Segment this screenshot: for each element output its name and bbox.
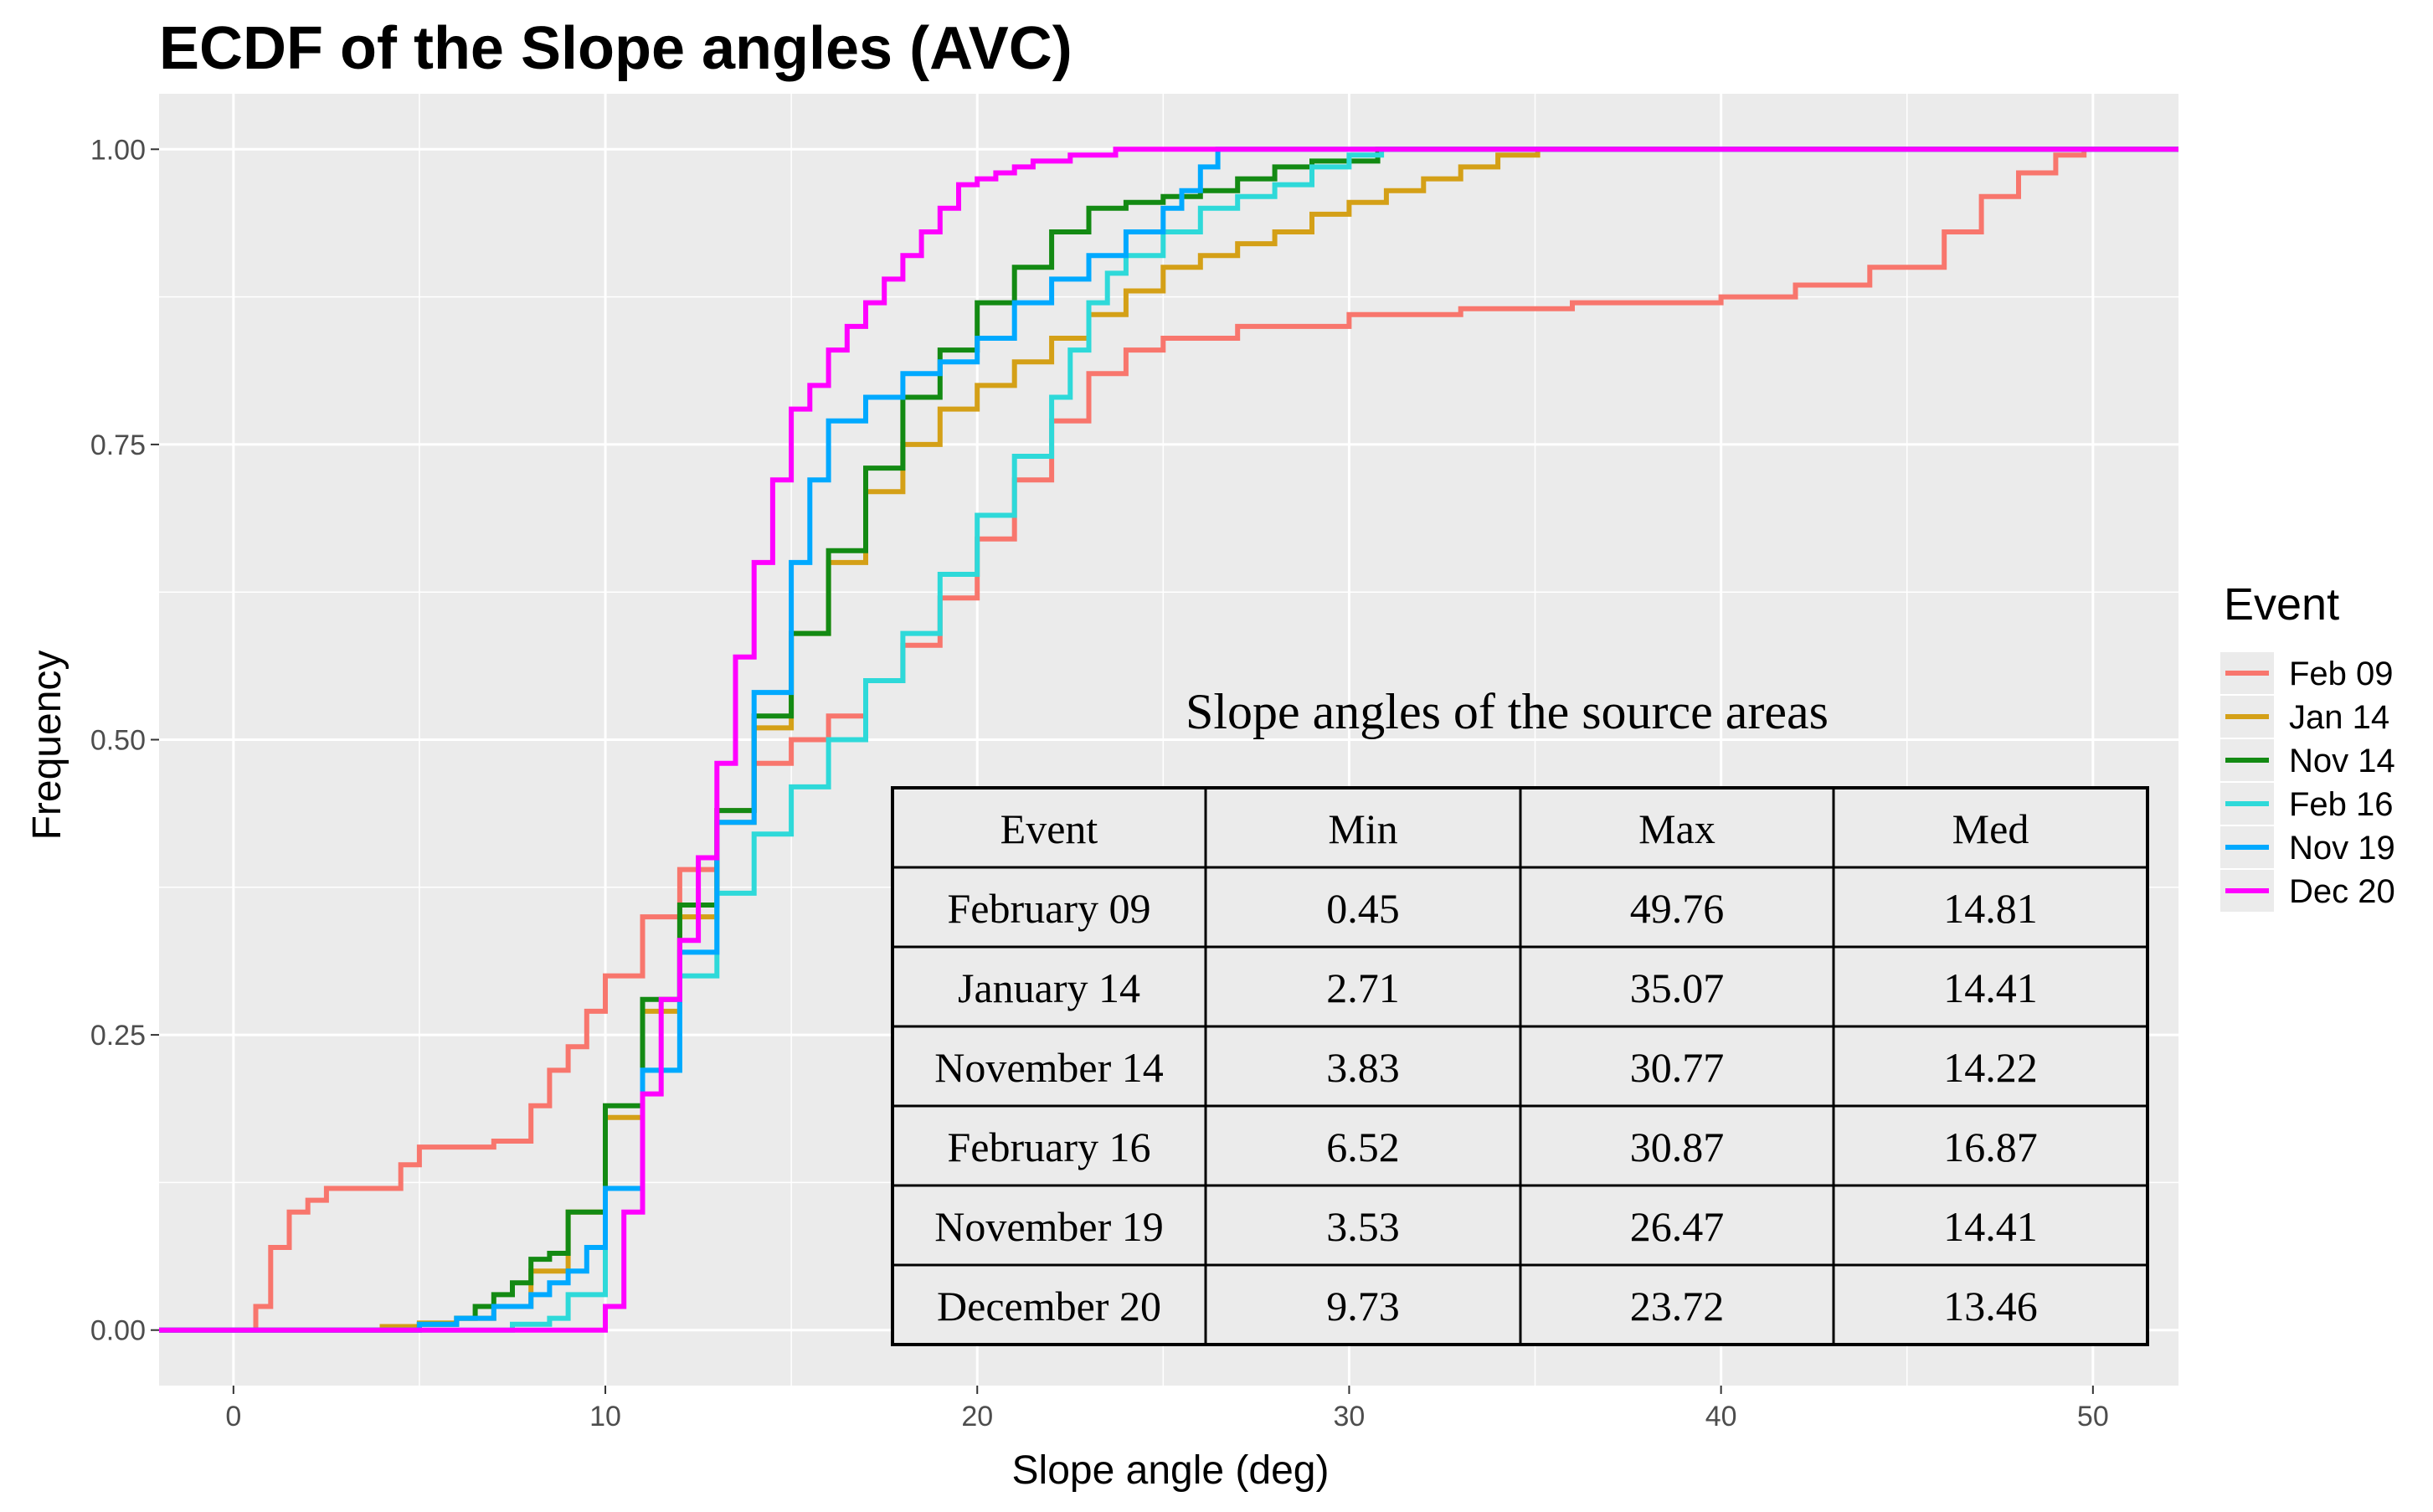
x-tick-label: 20 — [961, 1401, 993, 1432]
legend-label-jan-14: Jan 14 — [2289, 699, 2389, 736]
inset-table-cell: November 14 — [934, 1044, 1164, 1091]
x-tick-label: 50 — [2077, 1401, 2109, 1432]
legend-label-nov-19: Nov 19 — [2289, 830, 2395, 867]
inset-table-cell: 2.71 — [1326, 964, 1400, 1011]
series-line-nov-19 — [159, 147, 2178, 1333]
inset-table-cell: 35.07 — [1630, 964, 1725, 1011]
x-axis-label: Slope angle (deg) — [1012, 1448, 1330, 1493]
inset-header-cell: Max — [1638, 805, 1715, 852]
inset-table-cell: 30.87 — [1630, 1124, 1725, 1170]
inset-table-cell: 26.47 — [1630, 1203, 1725, 1250]
series-line-nov-14 — [159, 147, 2178, 1333]
inset-table-cell: 0.45 — [1326, 885, 1400, 932]
inset-header-cell: Med — [1952, 805, 2029, 852]
inset-table-cell: February 09 — [948, 885, 1151, 932]
inset-table-cell: 16.87 — [1943, 1124, 2038, 1170]
inset-table: Slope angles of the source areas Event Mi… — [891, 684, 2149, 1346]
inset-header-cell: Min — [1328, 805, 1397, 852]
x-tick-label: 10 — [589, 1401, 621, 1432]
inset-table-cell: 6.52 — [1326, 1124, 1400, 1170]
inset-table-cell: 13.46 — [1943, 1283, 2038, 1329]
y-tick-label: 0.25 — [90, 1020, 146, 1052]
legend-label-feb-16: Feb 16 — [2289, 786, 2394, 823]
chart-title: ECDF of the Slope angles (AVC) — [159, 15, 1072, 82]
x-tick-label: 40 — [1705, 1401, 1737, 1432]
series-lines — [159, 147, 2178, 1333]
inset-table-cell: November 19 — [934, 1203, 1164, 1250]
y-axis-label: Frequency — [25, 651, 69, 841]
legend-title: Event — [2224, 579, 2339, 630]
inset-table-cell: 3.53 — [1326, 1203, 1400, 1250]
x-tick-label: 30 — [1334, 1401, 1366, 1432]
inset-table-cell: 14.41 — [1943, 964, 2038, 1011]
y-tick-label: 0.75 — [90, 429, 146, 461]
y-tick-label: 0.50 — [90, 725, 146, 757]
y-tick-label: 1.00 — [90, 134, 146, 166]
legend-label-nov-14: Nov 14 — [2289, 743, 2395, 779]
inset-table-title: Slope angles of the source areas — [1186, 684, 1829, 739]
axis-ticks: 0 10 20 30 40 50 0.00 0.25 0.50 0.75 1.00 — [90, 134, 2109, 1432]
series-line-dec-20 — [159, 147, 2178, 1333]
y-tick-label: 0.00 — [90, 1315, 146, 1347]
inset-table-cell: 23.72 — [1630, 1283, 1725, 1329]
x-tick-label: 0 — [225, 1401, 241, 1432]
inset-table-cell: 30.77 — [1630, 1044, 1725, 1091]
inset-table-cell: 49.76 — [1630, 885, 1725, 932]
legend-label-dec-20: Dec 20 — [2289, 873, 2395, 910]
inset-table-cell: 14.22 — [1943, 1044, 2038, 1091]
inset-table-cell: 14.41 — [1943, 1203, 2038, 1250]
inset-table-cell: December 20 — [937, 1283, 1161, 1329]
inset-table-cell: February 16 — [948, 1124, 1151, 1170]
inset-table-cell: January 14 — [958, 964, 1140, 1011]
inset-header-cell: Event — [1000, 805, 1098, 852]
inset-table-cell: 14.81 — [1943, 885, 2038, 932]
legend-label-feb-09: Feb 09 — [2289, 656, 2394, 692]
inset-table-cell: 9.73 — [1326, 1283, 1400, 1329]
inset-table-cell: 3.83 — [1326, 1044, 1400, 1091]
legend: Event Feb 09 Jan 14 Nov 14 Feb 16 Nov 19 Dec … — [2220, 579, 2395, 912]
